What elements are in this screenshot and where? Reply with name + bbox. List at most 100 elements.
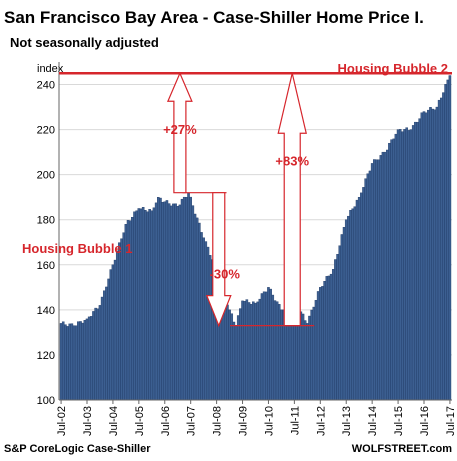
bar [403,129,406,401]
bar [68,323,72,401]
bar [381,151,385,401]
brand-label: WOLFSTREET.com [352,443,452,455]
bar [448,75,452,401]
y-tick-label: 100 [37,395,55,407]
bar [429,107,432,401]
bar [77,321,80,401]
bar [442,92,445,401]
bar [342,227,346,401]
bar [355,199,359,401]
bar [439,97,443,401]
x-tick-label: Jul-03 [82,406,94,436]
bar [271,294,275,401]
bar [109,269,113,401]
bar [159,197,162,401]
bar [115,250,119,401]
bar [316,291,320,401]
source-credit: S&P CoreLogic Case-Shiller [4,443,151,455]
change-arrows [166,71,315,328]
bar [137,208,141,401]
bar [185,197,188,401]
bar [148,209,151,401]
bar [195,217,199,401]
x-tick-label: Jul-07 [186,406,198,436]
bar [362,187,365,401]
bar [64,324,67,401]
bar [169,205,173,401]
bar [111,264,115,401]
bar [427,109,430,401]
housing-bubble-2-label: Housing Bubble 2 [338,61,449,76]
x-tick-label: Jul-16 [419,406,431,436]
bar [59,323,63,401]
bar [390,139,393,401]
rise-1-arrow [166,71,193,194]
bar [344,219,348,401]
y-tick-label: 200 [37,170,55,182]
bar [239,308,242,401]
bar [273,300,277,401]
bar [308,315,311,401]
bar-series [59,75,452,401]
bar [163,201,167,401]
x-tick-label: Jul-05 [134,406,146,436]
bar [401,131,404,401]
bar [133,211,136,401]
bar [150,210,154,401]
x-tick-label: Jul-14 [367,406,379,436]
bar [275,301,279,401]
bar [409,129,413,401]
bar [349,209,352,401]
bar [396,129,400,401]
bar [336,254,339,401]
bar [141,207,145,401]
bar [269,288,272,401]
bar [176,206,180,401]
bar [407,130,411,401]
x-tick-label: Jul-15 [393,406,405,436]
bar [152,207,156,401]
bar [323,281,326,401]
bar [327,275,331,401]
bar [422,111,426,401]
bar [70,323,74,401]
bar [236,315,240,401]
bar [368,170,372,401]
bar [303,320,307,401]
fall-label: -30% [210,266,241,281]
bar [154,202,158,401]
bar [105,286,108,401]
bar [377,159,380,401]
chart-subtitle: Not seasonally adjusted [10,35,159,50]
bar [319,287,322,401]
x-tick-label: Jul-10 [263,406,275,436]
bar [418,118,421,401]
bar [277,304,281,401]
bar [98,305,102,401]
bar [329,273,333,401]
bar [165,200,169,401]
rise-2-arrow [277,73,307,327]
bar [385,149,389,401]
bar [66,326,69,401]
bar [167,203,171,401]
bar [444,84,447,401]
bar [379,155,383,401]
bar [340,234,344,401]
bar [366,173,370,401]
fall-arrow [205,192,232,328]
bar [420,112,424,401]
bar [265,291,268,401]
x-tick-label: Jul-13 [341,406,353,436]
bar [325,276,329,401]
bar [306,323,309,401]
bar [435,106,439,401]
bar [157,196,160,401]
bar [243,301,246,401]
bar [301,313,305,401]
bar [310,309,313,401]
y-tick-label: 120 [37,350,55,362]
y-axis-label: index [37,63,64,75]
bar [200,232,203,401]
